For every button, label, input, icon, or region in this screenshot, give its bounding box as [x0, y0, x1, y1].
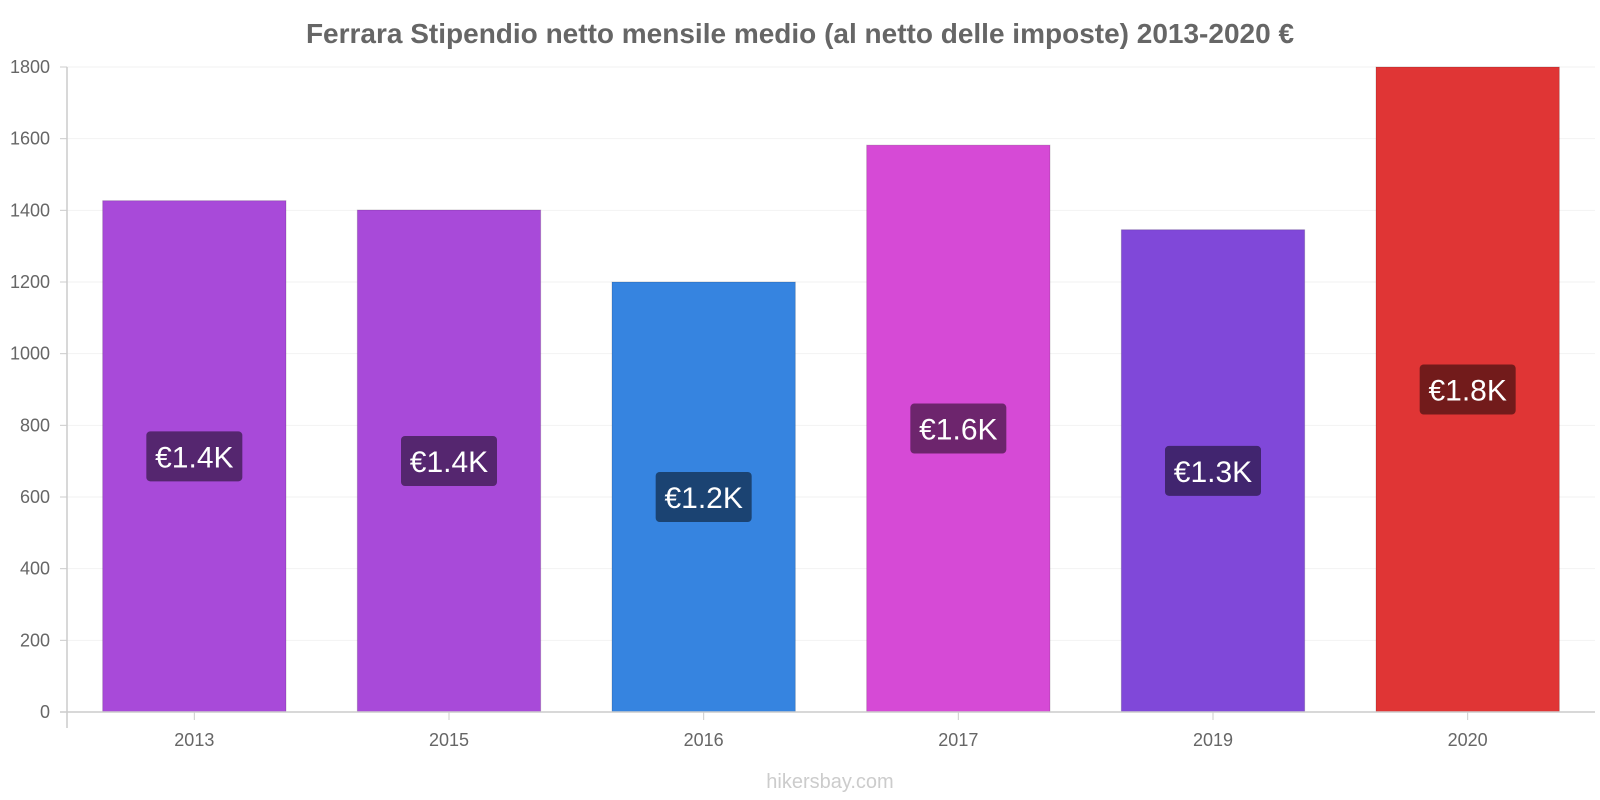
x-tick-label-2019: 2019	[1193, 730, 1233, 750]
data-label-2020: €1.8K	[1428, 375, 1506, 408]
data-label-2016: €1.2K	[664, 482, 742, 515]
x-tick-label-2013: 2013	[174, 730, 214, 750]
y-tick-label: 400	[20, 559, 50, 579]
x-tick-label-2016: 2016	[684, 730, 724, 750]
y-tick-label: 1800	[10, 57, 50, 77]
chart-title: Ferrara Stipendio netto mensile medio (a…	[306, 18, 1294, 49]
x-tick-label-2017: 2017	[938, 730, 978, 750]
data-label-2015: €1.4K	[410, 446, 488, 479]
x-tick-label-2020: 2020	[1448, 730, 1488, 750]
y-tick-label: 1400	[10, 200, 50, 220]
x-tick-label-2015: 2015	[429, 730, 469, 750]
data-label-box-2015	[401, 435, 497, 486]
data-label-box-2013	[146, 431, 243, 482]
y-tick-label: 600	[20, 487, 50, 507]
y-axis-ticks: 0 200 400 600 800 1000 1200 1400 1600 1800	[10, 57, 67, 722]
x-axis-ticks: 2013 2015 2016 2017 2019 2020	[174, 712, 1488, 750]
y-tick-label: 1000	[10, 344, 50, 364]
y-tick-label: 200	[20, 630, 50, 650]
y-tick-label: 1200	[10, 272, 50, 292]
data-label-box-2019	[1165, 445, 1261, 496]
watermark: hikersbay.com	[766, 771, 893, 793]
data-label-box-2016	[655, 472, 752, 522]
y-tick-label: 800	[20, 415, 50, 435]
data-labels: €1.4K €1.4K €1.2K €1.6K €1.3K €1.8K	[146, 364, 1516, 522]
data-label-box-2020	[1419, 364, 1516, 415]
grid-lines	[67, 66, 1595, 641]
y-tick-label: 1600	[10, 129, 50, 149]
y-tick-label: 0	[40, 702, 50, 722]
data-label-2017: €1.6K	[919, 414, 997, 447]
data-label-2013: €1.4K	[155, 441, 233, 474]
bars	[102, 66, 1560, 713]
data-label-box-2017	[910, 403, 1007, 454]
data-label-2019: €1.3K	[1174, 456, 1252, 489]
